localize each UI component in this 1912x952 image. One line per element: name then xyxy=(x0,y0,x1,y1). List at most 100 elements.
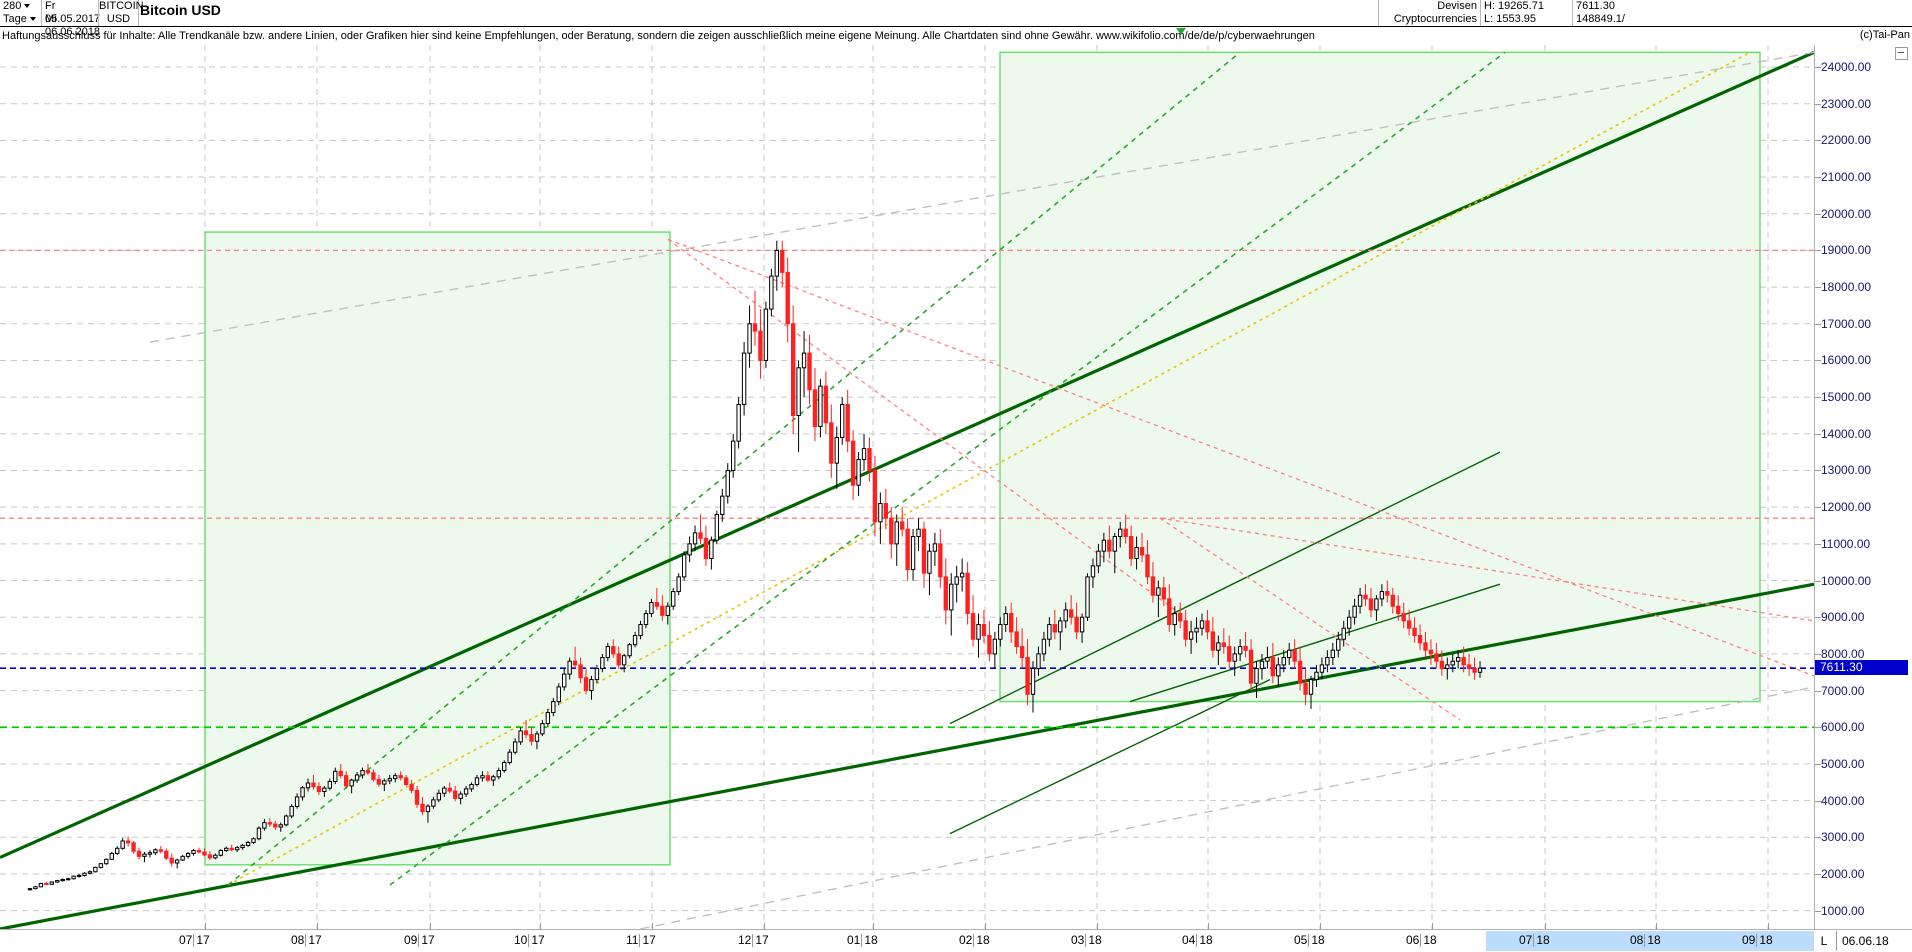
date-year: 18 xyxy=(1647,933,1661,947)
date-axis[interactable]: 07 17 08 17 09 17 10 17 11 17 12 17 01 18 02 18 03 18 04 18… xyxy=(0,923,1912,952)
date-month: 10 xyxy=(514,933,530,947)
price-tick-mark xyxy=(1815,250,1821,252)
price-tick-mark xyxy=(1815,580,1821,582)
price-tick-mark xyxy=(1815,470,1821,472)
date-year: 18 xyxy=(1311,933,1325,947)
price-tick-mark xyxy=(1815,103,1821,105)
price-tick-mark xyxy=(1815,543,1821,545)
date-tick-label: 09 18 xyxy=(1742,934,1773,947)
chevron-down-icon[interactable] xyxy=(29,17,36,22)
date-month: 07 xyxy=(179,933,195,947)
price-tick-label: 21000.00 xyxy=(1821,170,1872,185)
bars-count-value: 280 xyxy=(3,0,22,12)
date-month: 02 xyxy=(959,933,975,947)
period-high: H: 19265.71 xyxy=(1481,0,1573,13)
price-tick-label: 7000.00 xyxy=(1821,683,1865,698)
period-low: L: 1553.95 xyxy=(1481,13,1573,26)
date-month: 08 xyxy=(291,933,307,947)
date-year: 18 xyxy=(1199,933,1213,947)
category-devisen: Devisen xyxy=(1379,0,1481,13)
date-year: 18 xyxy=(1759,933,1773,947)
candlestick-series xyxy=(27,240,1483,891)
volume-value: 148849.1/ xyxy=(1576,13,1625,25)
future-date-highlight xyxy=(1486,931,1814,951)
price-tick-mark xyxy=(1815,213,1821,215)
date-year: 17 xyxy=(196,933,210,947)
price-tick-mark xyxy=(1815,617,1821,619)
last-price: 7611.30 xyxy=(1576,0,1615,12)
price-tick-label: 17000.00 xyxy=(1821,316,1872,331)
date-year: 17 xyxy=(308,933,322,947)
chart-plot-area[interactable] xyxy=(0,45,1814,929)
price-tick-label: 15000.00 xyxy=(1821,390,1872,405)
price-tick-mark xyxy=(1815,763,1821,765)
price-tick-label: 14000.00 xyxy=(1821,426,1872,441)
price-tick-mark xyxy=(1815,397,1821,399)
chart-canvas xyxy=(0,45,1814,929)
price-tick-label: 18000.00 xyxy=(1821,280,1872,295)
date-year: 18 xyxy=(1088,933,1102,947)
date-tick-label: 10 17 xyxy=(514,934,545,947)
price-tick-label: 2000.00 xyxy=(1821,866,1865,881)
date-tick-label: 09 17 xyxy=(404,934,435,947)
date-month: 05 xyxy=(1294,933,1310,947)
collapse-icon[interactable] xyxy=(1895,47,1908,60)
date-year: 18 xyxy=(976,933,990,947)
date-tick-mark xyxy=(1432,923,1433,930)
date-year: 17 xyxy=(421,933,435,947)
bars-count-selector[interactable]: 280 xyxy=(0,0,42,13)
date-month: 01 xyxy=(847,933,863,947)
date-month: 06 xyxy=(1406,933,1422,947)
date-from[interactable]: Fr 05.05.2017 xyxy=(42,0,100,25)
last-date: 06.06.18 xyxy=(1842,934,1889,948)
price-tick-label: 23000.00 xyxy=(1821,96,1872,111)
date-tick-label: 08 17 xyxy=(291,934,322,947)
price-tick-mark xyxy=(1815,873,1821,875)
date-tick-label: 12 17 xyxy=(738,934,769,947)
date-tick-mark xyxy=(1208,923,1209,930)
date-year: 18 xyxy=(1423,933,1437,947)
date-to[interactable]: Mi 06.06.2018 xyxy=(42,13,100,38)
date-tick-mark xyxy=(1320,923,1321,930)
disclaimer-text: Haftungsausschluss für Inhalte: Alle Tre… xyxy=(2,30,1315,42)
price-tick-mark xyxy=(1815,727,1821,729)
chevron-down-icon[interactable] xyxy=(24,4,31,9)
price-tick-mark xyxy=(1815,800,1821,802)
price-axis[interactable]: (c)Tai-Pan 24000.00 23000.00 22000.00 21000… xyxy=(1814,29,1912,929)
date-tick-label: 04 18 xyxy=(1182,934,1213,947)
date-tick-mark xyxy=(1656,923,1657,930)
date-month: 09 xyxy=(1742,933,1758,947)
date-month: 09 xyxy=(404,933,420,947)
chart-header-bar: 280 Tage Fr 05.05.2017 Mi 06.06.2018 BIT… xyxy=(0,0,1912,38)
date-year: 18 xyxy=(1536,933,1550,947)
price-tick-label: 3000.00 xyxy=(1821,830,1865,845)
price-tick-mark xyxy=(1815,360,1821,362)
date-month: 04 xyxy=(1182,933,1198,947)
price-tick-mark xyxy=(1815,287,1821,289)
date-month: 11 xyxy=(626,933,641,947)
interval-value: Tage xyxy=(3,13,27,25)
date-tick-mark xyxy=(205,923,206,930)
price-tick-label: 19000.00 xyxy=(1821,243,1872,258)
date-tick-label: 03 18 xyxy=(1071,934,1102,947)
axis-divider xyxy=(1836,931,1837,951)
date-month: 07 xyxy=(1519,933,1535,947)
price-tick-label: 11000.00 xyxy=(1821,536,1871,551)
price-tick-label: 13000.00 xyxy=(1821,463,1872,478)
price-tick-label: 5000.00 xyxy=(1821,756,1865,771)
price-tick-mark xyxy=(1815,910,1821,912)
price-tick-label: 16000.00 xyxy=(1821,353,1872,368)
price-tick-label: 20000.00 xyxy=(1821,206,1872,221)
date-tick-label: 08 18 xyxy=(1630,934,1661,947)
date-tick-mark xyxy=(764,923,765,930)
date-tick-mark xyxy=(1545,923,1546,930)
date-tick-mark xyxy=(540,923,541,930)
date-year: 17 xyxy=(755,933,769,947)
date-tick-mark xyxy=(1097,923,1098,930)
category-cryptocurrencies: Cryptocurrencies xyxy=(1379,13,1481,26)
price-tick-label: 8000.00 xyxy=(1821,646,1865,661)
interval-selector[interactable]: Tage xyxy=(0,13,42,26)
date-tick-label: 07 17 xyxy=(179,934,210,947)
price-tick-mark xyxy=(1815,653,1821,655)
